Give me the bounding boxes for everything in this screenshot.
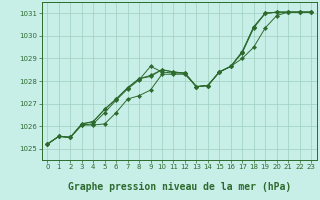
Text: Graphe pression niveau de la mer (hPa): Graphe pression niveau de la mer (hPa) xyxy=(68,182,291,192)
